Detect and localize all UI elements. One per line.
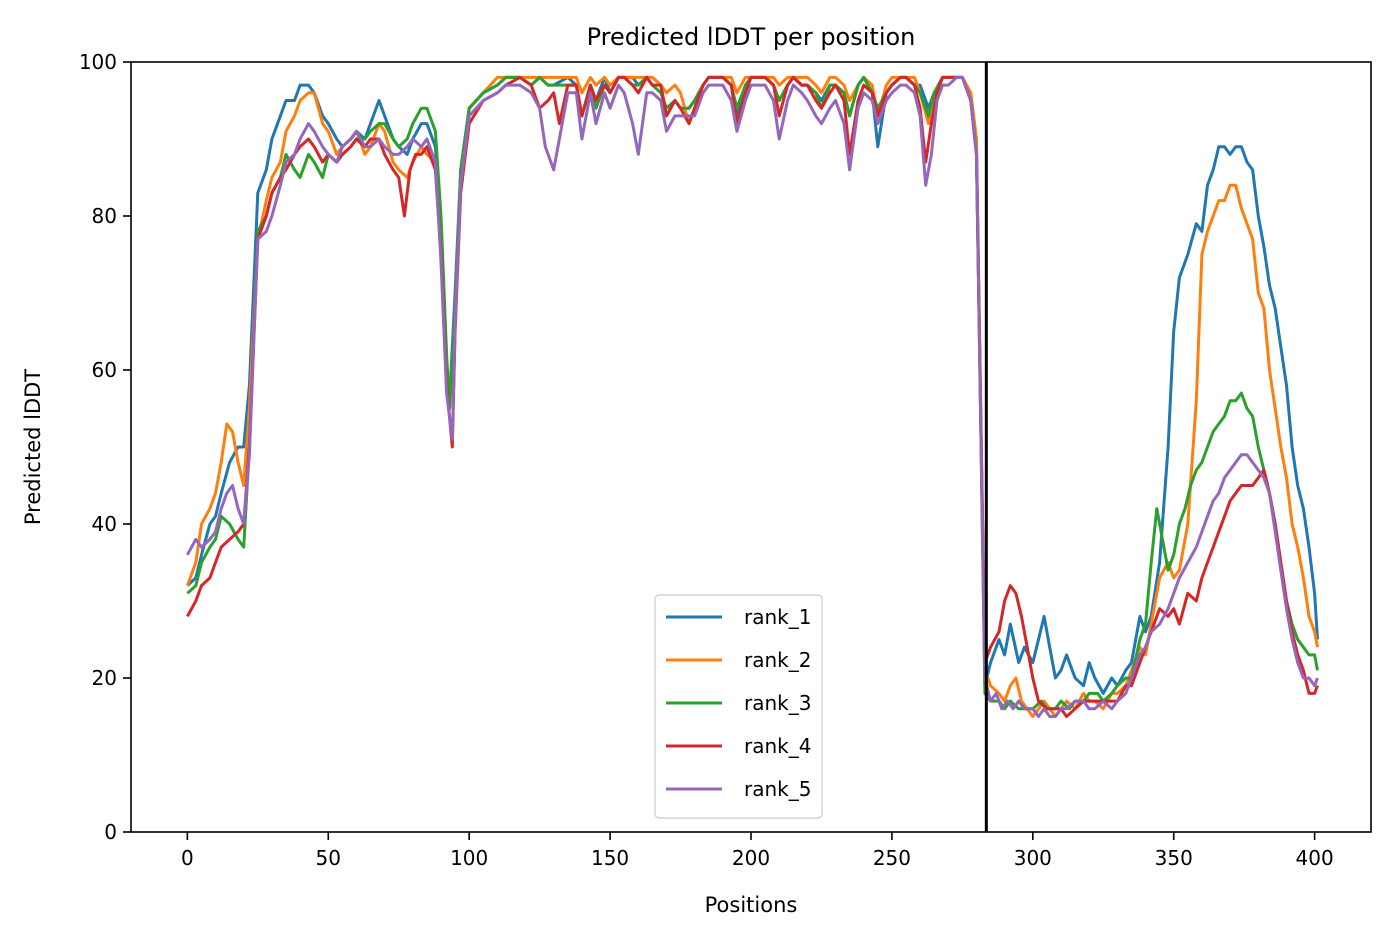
legend-label-rank-1: rank_1 — [744, 605, 811, 629]
y-axis-label: Predicted lDDT — [21, 369, 45, 525]
x-tick-label: 100 — [450, 846, 488, 870]
x-tick-label: 150 — [591, 846, 629, 870]
series-layer — [185, 75, 1319, 718]
x-tick-label: 350 — [1155, 846, 1193, 870]
y-tick-label: 100 — [79, 50, 117, 74]
x-tick-label: 400 — [1296, 846, 1334, 870]
y-tick-label: 80 — [92, 204, 117, 228]
chart-title: Predicted lDDT per position — [587, 23, 916, 51]
x-tick-label: 200 — [732, 846, 770, 870]
y-tick-label: 20 — [92, 666, 117, 690]
x-axis-ticks: 0 50 100 150 200 250 300 350 400 — [181, 832, 1334, 870]
x-tick-label: 250 — [873, 846, 911, 870]
plot-area — [185, 62, 1319, 832]
x-tick-label: 0 — [181, 846, 194, 870]
legend-label-rank-5: rank_5 — [744, 777, 811, 801]
y-tick-label: 0 — [104, 820, 117, 844]
legend-label-rank-3: rank_3 — [744, 691, 811, 715]
x-tick-label: 300 — [1014, 846, 1052, 870]
y-tick-label: 60 — [92, 358, 117, 382]
x-axis-label: Positions — [705, 893, 798, 917]
legend-box — [654, 594, 823, 819]
x-tick-label: 50 — [316, 846, 341, 870]
legend-label-rank-2: rank_2 — [744, 648, 811, 672]
y-tick-label: 40 — [92, 512, 117, 536]
legend: rank_1 rank_2 rank_3 rank_4 rank_5 — [654, 594, 823, 819]
legend-label-rank-4: rank_4 — [744, 734, 811, 758]
series-line-rank-5 — [186, 75, 1319, 718]
y-axis-ticks: 0 20 40 60 80 100 — [79, 50, 131, 844]
series-line-rank-4 — [186, 75, 1319, 718]
